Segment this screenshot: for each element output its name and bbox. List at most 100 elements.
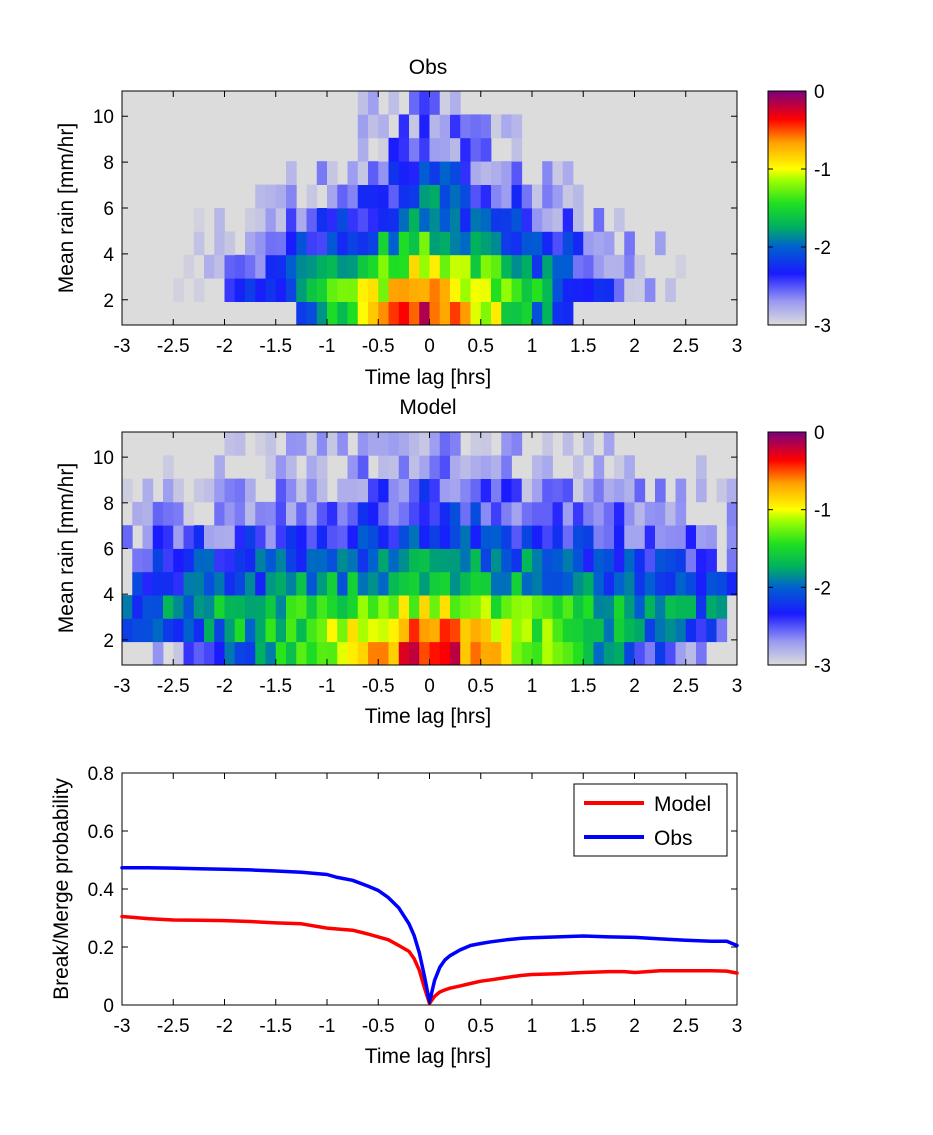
model-heatmap-cell: [214, 595, 225, 619]
model-heatmap-cell: [562, 548, 574, 573]
obs-heatmap-cell: [491, 278, 502, 302]
model-heatmap-cell: [726, 571, 738, 596]
model-heatmap-cell: [142, 525, 154, 549]
obs-heatmap-cell: [460, 137, 471, 162]
model-heatmap-cell: [275, 478, 287, 503]
model-heatmap-cell: [234, 501, 246, 526]
obs-heatmap-cell: [214, 231, 225, 256]
obs-heatmap-cell: [378, 161, 389, 185]
obs-y-tick-label: 2: [103, 291, 114, 312]
model-heatmap-cell: [204, 525, 215, 549]
model-heatmap-cell: [142, 548, 154, 573]
obs-heatmap-cell: [388, 184, 400, 209]
model-heatmap-cell: [204, 478, 215, 503]
model-heatmap-cell: [378, 595, 389, 619]
obs-heatmap-cell: [470, 254, 482, 279]
model-heatmap-cell: [470, 548, 482, 573]
model-heatmap-cell: [634, 478, 646, 503]
model-heatmap-cell: [491, 455, 502, 479]
model-heatmap-cell: [614, 478, 625, 503]
obs-heatmap-cell: [429, 137, 441, 162]
model-heatmap-cell: [583, 501, 594, 526]
model-heatmap-cell: [183, 641, 195, 666]
model-heatmap-cell: [460, 501, 471, 526]
obs-heatmap-cell: [255, 208, 266, 232]
model-heatmap-cell: [357, 571, 369, 596]
obs-heatmap-cell: [624, 254, 635, 279]
model-heatmap-cell: [624, 571, 635, 596]
obs-heatmap-cell: [357, 278, 369, 302]
model-heatmap-cell: [316, 595, 328, 619]
model-heatmap-cell: [378, 571, 389, 596]
obs-heatmap-cell: [491, 254, 502, 279]
model-heatmap-cell: [614, 641, 625, 666]
model-heatmap-cell: [429, 501, 441, 526]
obs-heatmap-cell: [439, 91, 451, 115]
model-heatmap-cell: [532, 571, 543, 596]
model-heatmap-cell: [214, 641, 225, 666]
model-heatmap-cell: [573, 641, 584, 666]
model-heatmap-cell: [409, 548, 420, 573]
model-heatmap-cell: [644, 618, 656, 643]
obs-heatmap-cell: [480, 137, 492, 162]
model-x-axis-ticks: -3 -2.5 -2 -1.5 -1 -0.5 0 0.5 1 1.5 2 2.5 3: [114, 432, 742, 697]
model-heatmap-cell: [429, 478, 441, 503]
model-heatmap-cell: [624, 618, 635, 643]
model-heatmap-cell: [685, 618, 697, 643]
model-heatmap-cell: [224, 501, 236, 526]
obs-heatmap-cell: [388, 161, 400, 185]
obs-heatmap-cell: [511, 301, 523, 326]
model-heatmap-cell: [532, 455, 543, 479]
obs-heatmap-cell: [255, 254, 266, 279]
model-heatmap-cell: [306, 525, 318, 549]
obs-heatmap-cell: [378, 184, 389, 209]
model-heatmap-cell: [265, 571, 277, 596]
model-heatmap-cell: [552, 501, 564, 526]
obs-heatmap-cell: [562, 184, 574, 209]
obs-heatmap-cell: [306, 278, 318, 302]
model-heatmap-cell: [603, 525, 615, 549]
obs-heatmap-cell: [491, 208, 502, 232]
obs-heatmap-cell: [511, 161, 523, 185]
model-heatmap-cell: [634, 571, 646, 596]
line-y-tick-label: 0: [103, 996, 114, 1017]
model-heatmap-cell: [655, 501, 666, 526]
model-heatmap-cell: [542, 595, 553, 619]
obs-heatmap-cell: [306, 231, 318, 256]
model-x-tick-label: 0: [424, 676, 435, 697]
model-heatmap-cell: [368, 618, 379, 643]
obs-heatmap-cell: [491, 301, 502, 326]
obs-heatmap-cell: [419, 161, 430, 185]
model-heatmap-cell: [163, 548, 174, 573]
model-heatmap-cell: [245, 641, 256, 666]
obs-heatmap-cell: [491, 114, 502, 139]
model-heatmap-cell: [378, 525, 389, 549]
obs-heatmap-cell: [316, 301, 328, 326]
obs-heatmap-cell: [347, 231, 359, 256]
model-heatmap-cell: [675, 618, 687, 643]
model-heatmap-cell: [696, 455, 707, 479]
obs-heatmap-cell: [327, 208, 338, 232]
model-heatmap-cell: [419, 618, 430, 643]
model-heatmap-cell: [193, 641, 205, 666]
obs-heatmap-cell: [316, 254, 328, 279]
model-heatmap-cell: [429, 618, 441, 643]
obs-heatmap-cell: [552, 254, 564, 279]
model-heatmap-cell: [275, 501, 287, 526]
model-heatmap-cell: [337, 595, 348, 619]
model-heatmap-cell: [306, 501, 318, 526]
model-heatmap-cell: [460, 571, 471, 596]
model-heatmap-cell: [439, 455, 451, 479]
model-heatmap-cell: [511, 595, 523, 619]
model-heatmap-cell: [296, 618, 307, 643]
model-heatmap-cell: [255, 618, 266, 643]
model-heatmap-cell: [675, 571, 687, 596]
model-heatmap-cell: [696, 595, 707, 619]
obs-heatmap-cell: [357, 161, 369, 185]
obs-heatmap-cell: [521, 231, 533, 256]
obs-heatmap-cell: [532, 184, 543, 209]
model-heatmap-cell: [378, 641, 389, 666]
model-heatmap-cell: [306, 618, 318, 643]
model-heatmap-cell: [655, 548, 666, 573]
obs-heatmap-cell: [327, 231, 338, 256]
